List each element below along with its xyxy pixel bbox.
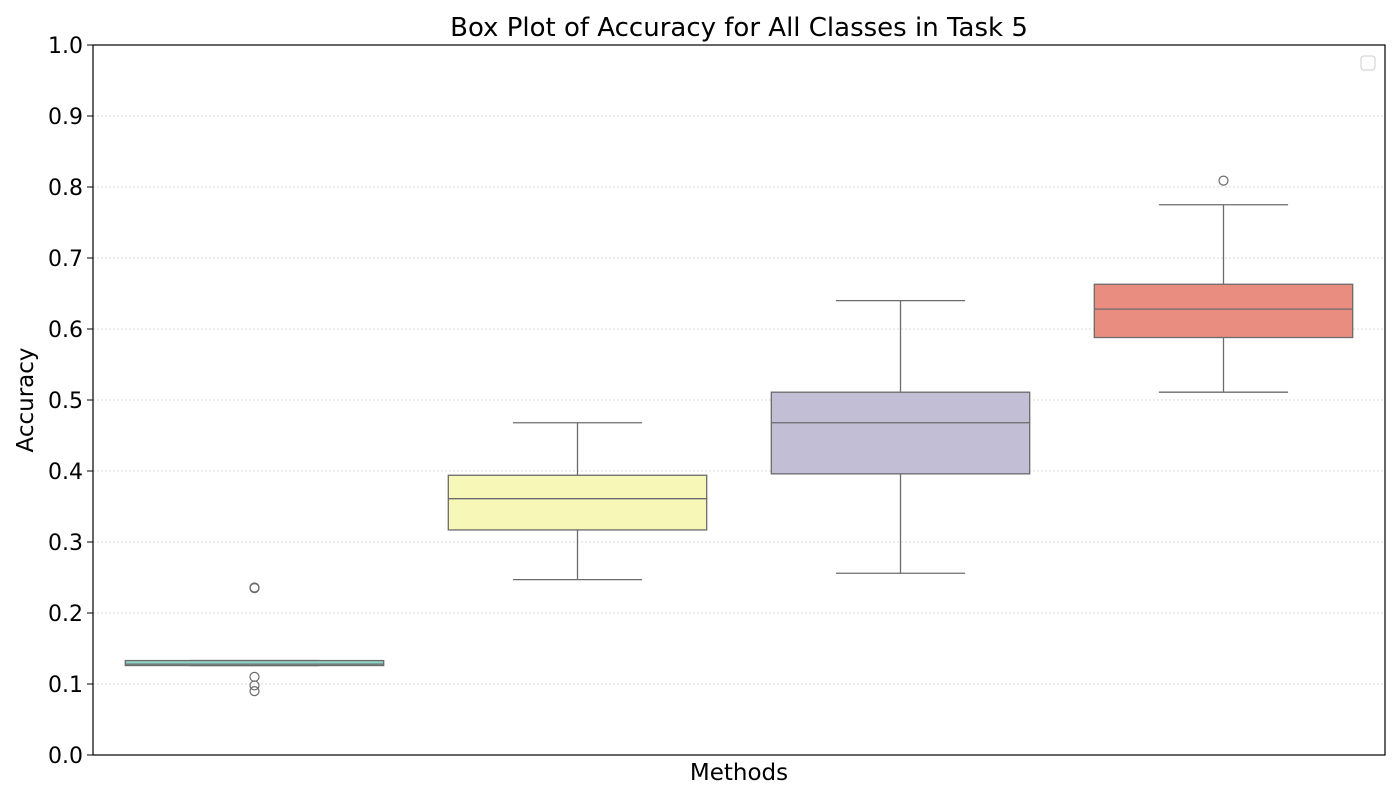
box-group bbox=[124, 582, 385, 697]
box-group bbox=[447, 422, 708, 581]
y-tick-label: 0.7 bbox=[48, 247, 83, 272]
boxes bbox=[124, 175, 1354, 697]
chart-title: Box Plot of Accuracy for All Classes in … bbox=[450, 13, 1028, 43]
y-tick-label: 0.9 bbox=[48, 105, 83, 130]
y-tick-label: 0.4 bbox=[48, 460, 83, 485]
y-tick-label: 0.0 bbox=[48, 744, 83, 769]
outlier-point bbox=[249, 582, 260, 593]
y-axis-ticks: 0.0 0.1 0.2 0.3 0.4 0.5 0.6 0.7 0.8 0.9 1.0 bbox=[48, 34, 93, 769]
y-tick-label: 0.1 bbox=[48, 673, 83, 698]
y-tick-label: 0.8 bbox=[48, 176, 83, 201]
box-iqr bbox=[1093, 283, 1354, 339]
box-iqr bbox=[124, 659, 385, 667]
y-tick-label: 0.5 bbox=[48, 389, 83, 414]
box-group bbox=[770, 299, 1031, 574]
outlier-point bbox=[249, 671, 260, 683]
grid-lines bbox=[93, 115, 1385, 685]
box-group bbox=[1093, 175, 1354, 393]
y-axis-label: Accuracy bbox=[13, 347, 39, 452]
legend-box bbox=[1360, 55, 1376, 71]
outlier-point bbox=[249, 685, 260, 697]
y-tick-label: 0.6 bbox=[48, 318, 83, 343]
x-axis-label: Methods bbox=[690, 760, 788, 786]
box-iqr bbox=[770, 391, 1031, 475]
outlier-point bbox=[1218, 175, 1229, 186]
y-tick-label: 1.0 bbox=[48, 34, 83, 59]
y-tick-label: 0.2 bbox=[48, 602, 83, 627]
y-tick-label: 0.3 bbox=[48, 531, 83, 556]
box-iqr bbox=[447, 474, 708, 531]
outlier-point bbox=[249, 680, 260, 691]
